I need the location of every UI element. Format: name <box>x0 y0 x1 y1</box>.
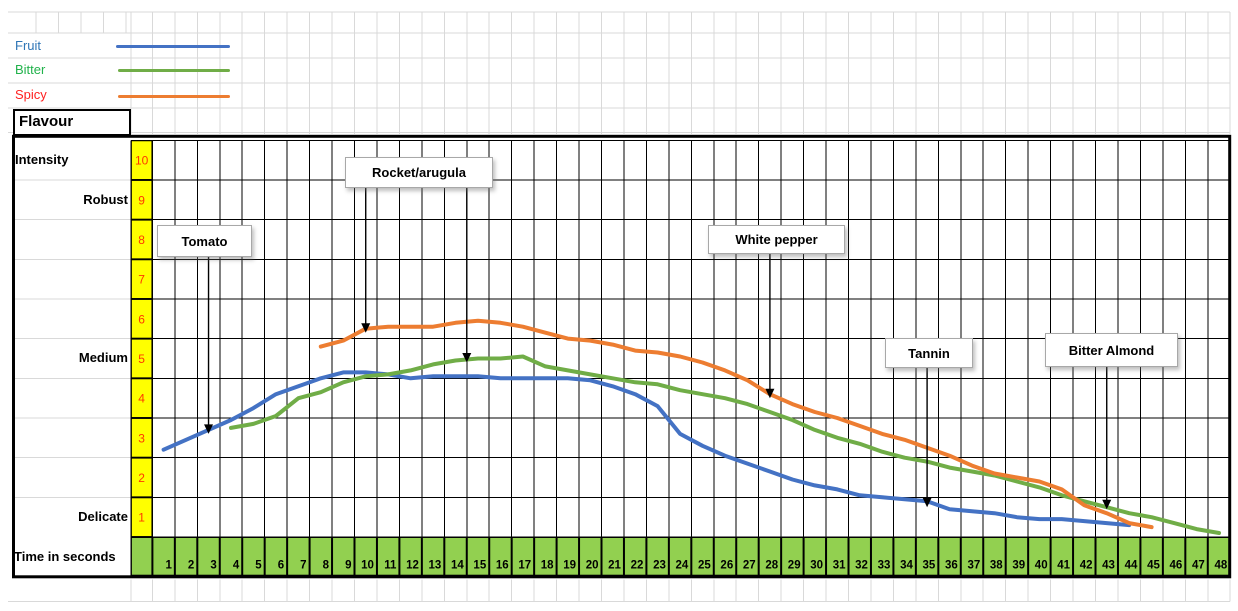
svg-text:2: 2 <box>138 471 145 485</box>
svg-text:7: 7 <box>300 560 306 572</box>
svg-text:28: 28 <box>765 560 778 572</box>
svg-text:43: 43 <box>1102 560 1115 572</box>
svg-text:16: 16 <box>496 560 509 572</box>
svg-text:5: 5 <box>138 352 145 366</box>
svg-text:33: 33 <box>878 560 891 572</box>
series-bitter-line <box>229 354 1221 535</box>
legend-line-fruit <box>116 45 230 48</box>
svg-text:48: 48 <box>1214 560 1227 572</box>
svg-text:4: 4 <box>138 392 145 406</box>
svg-text:44: 44 <box>1125 560 1138 572</box>
annotation-bitter-almond[interactable]: Bitter Almond <box>1045 333 1178 367</box>
svg-text:45: 45 <box>1147 560 1160 572</box>
annotation-tannin[interactable]: Tannin <box>885 338 973 368</box>
svg-text:47: 47 <box>1192 560 1205 572</box>
svg-text:38: 38 <box>990 560 1003 572</box>
svg-text:9: 9 <box>138 193 145 207</box>
svg-text:25: 25 <box>698 560 711 572</box>
svg-text:23: 23 <box>653 560 666 572</box>
svg-text:42: 42 <box>1080 560 1093 572</box>
svg-text:3: 3 <box>138 431 145 445</box>
svg-text:15: 15 <box>473 560 486 572</box>
annotation-arrows <box>204 186 1112 510</box>
svg-text:41: 41 <box>1057 560 1070 572</box>
svg-text:4: 4 <box>233 560 240 572</box>
svg-text:9: 9 <box>345 560 351 572</box>
y-axis-level-robust: Robust <box>83 192 128 207</box>
svg-text:35: 35 <box>923 560 936 572</box>
legend-label-fruit: Fruit <box>15 38 41 53</box>
annotation-white-pepper[interactable]: White pepper <box>708 225 845 254</box>
svg-text:27: 27 <box>743 560 756 572</box>
x-axis-cells: 1 2 3 4 5 6 7 8 9 10 11 12 13 14 15 16 17 18 19 20 21 22 23 24 2… <box>130 537 1231 576</box>
legend-line-bitter <box>118 69 230 72</box>
svg-text:36: 36 <box>945 560 958 572</box>
legend-label-spicy: Spicy <box>15 87 47 102</box>
series-spicy-line <box>318 318 1154 530</box>
svg-text:37: 37 <box>967 560 980 572</box>
svg-text:30: 30 <box>810 560 823 572</box>
flavour-header-cell: Flavour <box>13 109 131 136</box>
svg-text:6: 6 <box>278 560 284 572</box>
annotation-tomato[interactable]: Tomato <box>157 225 252 257</box>
legend-line-spicy <box>118 95 230 98</box>
svg-text:29: 29 <box>788 560 801 572</box>
svg-text:26: 26 <box>720 560 733 572</box>
series-fruit-line <box>161 370 1132 528</box>
svg-text:12: 12 <box>406 560 419 572</box>
svg-text:18: 18 <box>541 560 554 572</box>
svg-text:3: 3 <box>210 560 216 572</box>
svg-text:2: 2 <box>188 560 194 572</box>
svg-text:22: 22 <box>631 560 644 572</box>
svg-text:5: 5 <box>255 560 262 572</box>
annotation-rocket-arugula[interactable]: Rocket/arugula <box>345 157 493 188</box>
svg-text:14: 14 <box>451 560 464 572</box>
svg-text:1: 1 <box>138 511 145 525</box>
svg-text:40: 40 <box>1035 560 1048 572</box>
svg-text:32: 32 <box>855 560 868 572</box>
svg-text:34: 34 <box>900 560 913 572</box>
y-axis-title-intensity: Intensity <box>15 152 69 167</box>
svg-text:39: 39 <box>1012 560 1025 572</box>
svg-text:11: 11 <box>384 560 397 572</box>
svg-text:8: 8 <box>138 233 145 247</box>
x-axis-title-time: Time in seconds <box>14 549 116 564</box>
y-axis-level-delicate: Delicate <box>78 509 128 524</box>
svg-text:19: 19 <box>563 560 576 572</box>
svg-text:7: 7 <box>138 273 145 287</box>
svg-text:1: 1 <box>165 560 172 572</box>
svg-text:24: 24 <box>676 560 689 572</box>
svg-text:20: 20 <box>586 560 599 572</box>
svg-text:31: 31 <box>833 560 846 572</box>
svg-text:13: 13 <box>429 560 442 572</box>
svg-text:10: 10 <box>361 560 374 572</box>
svg-text:17: 17 <box>518 560 531 572</box>
y-axis-level-medium: Medium <box>78 350 128 365</box>
svg-text:6: 6 <box>138 312 145 326</box>
svg-text:10: 10 <box>135 154 149 168</box>
legend-label-bitter: Bitter <box>15 62 46 77</box>
svg-text:21: 21 <box>608 560 621 572</box>
svg-text:8: 8 <box>323 560 330 572</box>
svg-text:46: 46 <box>1170 560 1183 572</box>
